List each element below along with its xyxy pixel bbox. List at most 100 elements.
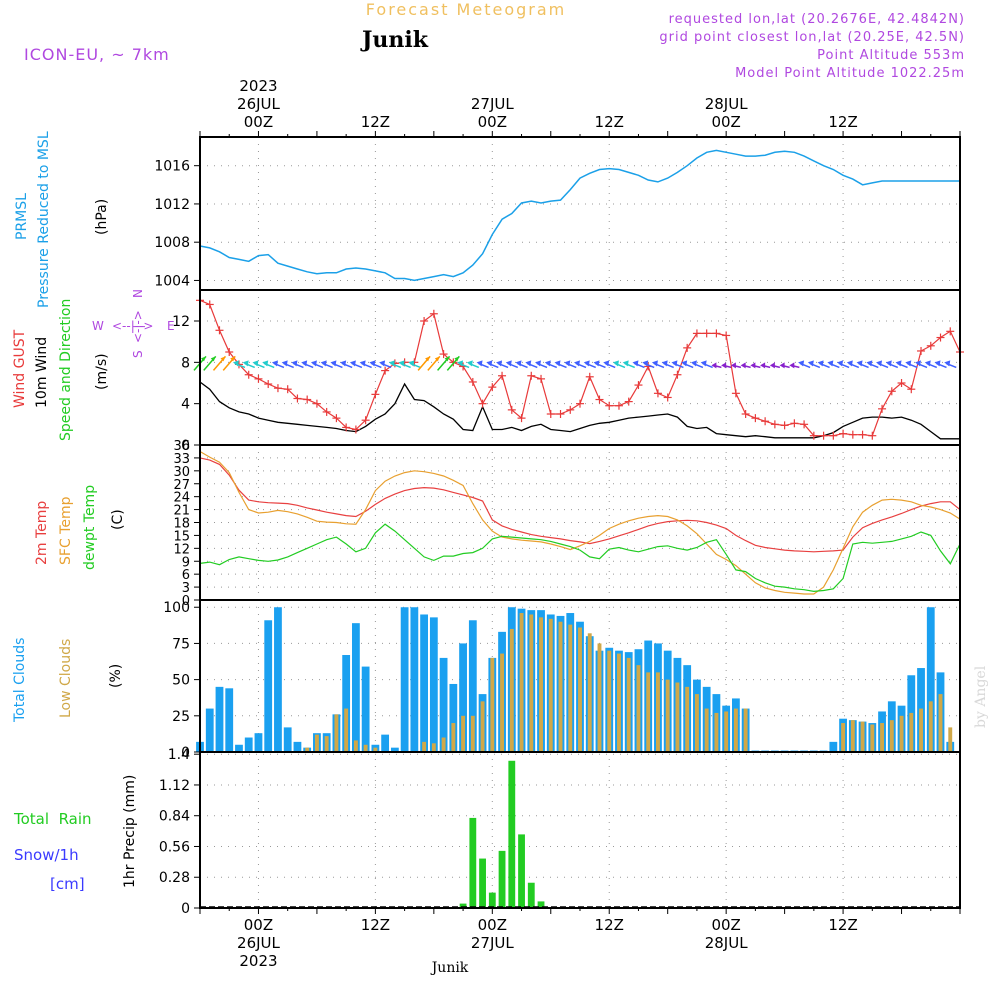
top-time-label: 00Z — [244, 113, 273, 131]
snow-unit-label: [cm] — [50, 875, 85, 893]
wind-arrow — [827, 360, 840, 369]
wind-arrow — [671, 360, 684, 369]
compass-arrows-h: <--|--> — [112, 319, 153, 333]
pressure-reduced-label: Pressure Reduced to MSL — [36, 131, 52, 308]
low-cloud-bar — [928, 701, 933, 752]
wind-arrow-head — [535, 360, 542, 367]
wind-arrow-head — [700, 360, 707, 367]
wind-arrow-head — [671, 360, 678, 367]
total-cloud-bar — [829, 741, 838, 752]
low-cloud-bar — [363, 744, 368, 752]
wind-arrow-head — [444, 356, 450, 362]
wind-arrow — [486, 360, 499, 369]
low-cloud-bar — [422, 741, 427, 752]
y-tick-label: 18 — [173, 517, 190, 532]
wind-arrow — [711, 362, 722, 369]
temp-2m-label: 2m Temp — [34, 501, 50, 565]
low-cloud-bar — [733, 708, 738, 752]
low-cloud-bar — [587, 633, 592, 752]
wind-arrow-head — [388, 360, 395, 367]
compass-w: W — [92, 319, 104, 333]
wind-arrow-head — [496, 360, 503, 367]
wind-arrow — [496, 360, 509, 369]
wind-arrow — [222, 355, 236, 371]
wind-arrow-head — [779, 362, 785, 369]
wind-arrow-head — [220, 356, 226, 362]
wind-arrow — [359, 360, 372, 369]
compass-s: S — [131, 350, 145, 358]
wind-arrow — [885, 360, 899, 369]
y-tick-label: 24 — [173, 491, 190, 506]
total-cloud-bar — [235, 744, 243, 752]
total-cloud-bar — [449, 683, 458, 752]
rain-bar — [459, 903, 467, 908]
low-cloud-bar — [743, 708, 748, 752]
low-cloud-bar — [694, 694, 699, 752]
wind-arrow-head — [554, 360, 561, 367]
wind-arrow-head — [642, 360, 649, 367]
total-cloud-bar — [400, 607, 409, 752]
y-tick-label: 15 — [173, 529, 190, 544]
wind-arrow-head — [789, 362, 795, 369]
wind-arrow-head — [281, 360, 288, 367]
wind-arrow-head — [661, 360, 668, 367]
wind-arrow-head — [915, 360, 922, 367]
total-cloud-bar — [410, 607, 419, 752]
wind-arrow-head — [359, 360, 366, 367]
low-cloud-bar — [373, 747, 378, 752]
bottom-time-label: 00Z — [711, 916, 740, 934]
bottom-time-label: 2023 — [239, 952, 277, 970]
wind-arrow — [740, 362, 751, 369]
temp-dew-label: dewpt Temp — [82, 485, 98, 570]
y-tick-label: 1016 — [154, 159, 190, 175]
low-cloud-bar — [314, 734, 319, 752]
low-cloud-bar — [714, 712, 719, 752]
snow-label: Snow/1h — [14, 846, 79, 864]
low-cloud-bar — [461, 715, 466, 752]
total-cloud-bar — [381, 734, 390, 752]
rain-bar — [469, 817, 477, 908]
wind-arrow — [876, 360, 889, 369]
low-cloud-bar — [626, 657, 631, 752]
wind-arrow-head — [330, 360, 337, 367]
low-cloud-bar — [938, 694, 943, 752]
wind-arrow-head — [750, 362, 756, 369]
total-cloud-bar — [293, 741, 302, 752]
wind-arrow-head — [583, 360, 590, 367]
wind-arrow — [291, 360, 304, 369]
wind-arrow — [798, 360, 811, 369]
wind-arrow — [427, 355, 441, 371]
wind-arrow-head — [544, 360, 551, 367]
wind-10m-line — [199, 381, 960, 440]
wind-arrow-head — [340, 360, 347, 367]
total-cloud-bar — [352, 623, 360, 752]
y-tick-label: 36 — [173, 439, 190, 454]
y-tick-label: 75 — [172, 636, 190, 652]
wind-arrow-head — [262, 360, 269, 367]
low-cloud-bar — [451, 723, 456, 752]
wind-arrow — [564, 360, 577, 369]
y-tick-label: 27 — [173, 478, 190, 493]
compass-arrows-v: <-|-> — [131, 310, 145, 343]
low-cloud-bar — [665, 679, 670, 752]
wind-arrow — [388, 360, 402, 369]
compass-e: E — [167, 319, 175, 333]
wind-arrow — [837, 360, 850, 369]
pressure-line — [199, 149, 960, 282]
wind-arrow-head — [574, 360, 580, 367]
wind-arrow — [924, 360, 938, 369]
wind-arrow — [242, 360, 255, 369]
wind-arrow-head — [924, 360, 931, 367]
wind-arrow — [622, 360, 635, 369]
wind-arrow — [262, 360, 275, 369]
wind-arrow — [750, 362, 761, 369]
rain-bar — [479, 858, 486, 908]
wind-arrow-head — [817, 360, 824, 367]
pressure-unit: (hPa) — [94, 199, 110, 235]
pressure-panel — [199, 149, 960, 282]
total-cloud-bar — [926, 607, 935, 752]
rain-bar — [488, 892, 496, 908]
wind-arrow — [651, 360, 665, 369]
wind-arrow-head — [721, 362, 727, 369]
